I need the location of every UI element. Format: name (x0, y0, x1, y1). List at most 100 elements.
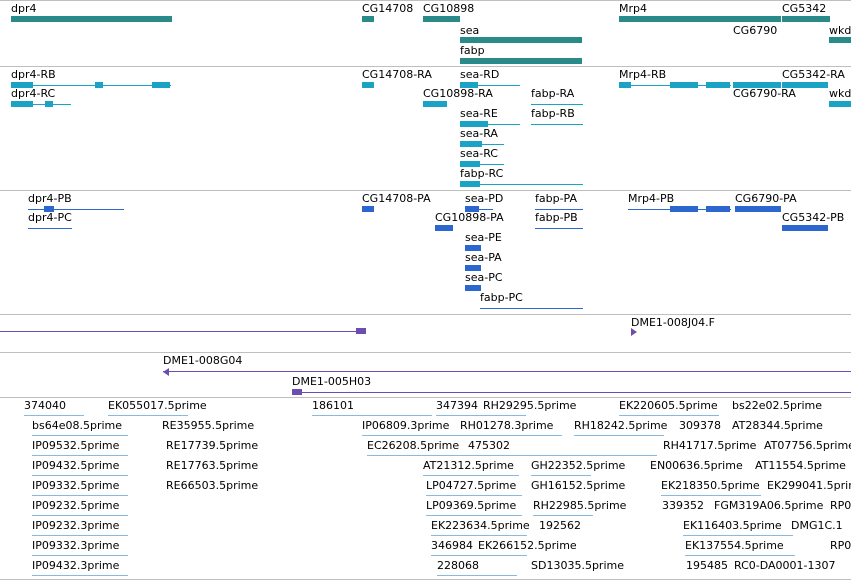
protein-label[interactable]: CG6790-PA (735, 192, 797, 205)
est-label[interactable]: IP09332.5prime (32, 479, 120, 492)
protein-label[interactable]: fabp-PC (480, 291, 523, 304)
exon[interactable] (362, 82, 374, 88)
est-label[interactable]: IP09532.5prime (32, 439, 120, 452)
protein-line[interactable] (465, 209, 493, 210)
est-label[interactable]: 186101 (312, 399, 354, 412)
protein-line[interactable] (480, 308, 583, 309)
transcript-line[interactable] (11, 104, 71, 105)
est-label[interactable]: bs64e08.5prime (32, 419, 123, 432)
est-label[interactable]: 228068 (437, 559, 479, 572)
gene-glyph[interactable] (782, 16, 830, 22)
est-glyph[interactable] (661, 495, 761, 496)
est-label[interactable]: 347394 (436, 399, 478, 412)
est-label[interactable]: RE17763.5prime (166, 459, 259, 472)
est-glyph[interactable] (436, 415, 526, 416)
clone-label[interactable]: DME1-008G04 (163, 354, 243, 367)
transcript-label[interactable]: fabp-RA (531, 87, 575, 100)
transcript-line[interactable] (460, 184, 583, 185)
exon[interactable] (735, 206, 781, 212)
protein-label[interactable]: sea-PC (465, 271, 503, 284)
protein-label[interactable]: CG5342-PB (782, 211, 845, 224)
est-label[interactable]: RH01278.3prime (460, 419, 554, 432)
transcript-line[interactable] (460, 124, 520, 125)
transcript-line[interactable] (531, 104, 583, 105)
est-glyph[interactable] (426, 515, 522, 516)
est-label[interactable]: EC26208.5prime (367, 439, 460, 452)
transcript-line[interactable] (460, 144, 504, 145)
protein-label[interactable]: sea-PE (465, 231, 502, 244)
transcript-label[interactable]: sea-RE (460, 107, 498, 120)
est-glyph[interactable] (32, 535, 128, 536)
gene-glyph[interactable] (460, 58, 582, 64)
est-glyph[interactable] (683, 535, 793, 536)
est-glyph[interactable] (437, 575, 517, 576)
transcript-label[interactable]: CG5342-RA (782, 68, 845, 81)
est-glyph[interactable] (367, 455, 657, 456)
est-glyph[interactable] (32, 495, 128, 496)
gene-label[interactable]: Mrp4 (619, 2, 647, 15)
gene-label[interactable]: dpr4 (11, 2, 37, 15)
est-glyph[interactable] (312, 415, 432, 416)
est-label[interactable]: EK055017.5prime (108, 399, 207, 412)
est-label[interactable]: IP09332.3prime (32, 539, 120, 552)
transcript-label[interactable]: fabp-RB (531, 107, 575, 120)
exon[interactable] (782, 82, 828, 88)
protein-line[interactable] (535, 228, 583, 229)
gene-label[interactable]: CG14708 (362, 2, 414, 15)
transcript-label[interactable]: sea-RC (460, 147, 498, 160)
protein-label[interactable]: Mrp4-PB (628, 192, 675, 205)
protein-line[interactable] (535, 209, 583, 210)
transcript-label[interactable]: Mrp4-RB (619, 68, 667, 81)
est-label[interactable]: 309378 (679, 419, 721, 432)
exon[interactable] (435, 225, 453, 231)
transcript-label[interactable]: fabp-RC (460, 167, 504, 180)
est-label[interactable]: RH29295.5prime (483, 399, 577, 412)
protein-line[interactable] (28, 209, 124, 210)
transcript-line[interactable] (11, 85, 171, 86)
gene-glyph[interactable] (733, 16, 781, 22)
exon[interactable] (733, 82, 781, 88)
est-label[interactable]: 192562 (539, 519, 581, 532)
est-label[interactable]: EK116403.5prime (683, 519, 782, 532)
est-label[interactable]: AT11554.5prime (755, 459, 846, 472)
est-glyph[interactable] (574, 435, 664, 436)
est-label[interactable]: RP0 (830, 499, 851, 512)
gene-glyph[interactable] (362, 16, 374, 22)
transcript-label[interactable]: CG14708-RA (362, 68, 432, 81)
est-label[interactable]: EK223634.5prime (431, 519, 530, 532)
est-glyph[interactable] (531, 475, 591, 476)
gene-glyph[interactable] (11, 16, 172, 22)
protein-label[interactable]: CG14708-PA (362, 192, 431, 205)
est-glyph[interactable] (32, 575, 128, 576)
est-label[interactable]: 339352 (662, 499, 704, 512)
protein-label[interactable]: CG10898-PA (435, 211, 504, 224)
est-glyph[interactable] (685, 555, 795, 556)
est-label[interactable]: RC0-DA0001-1307 (734, 559, 836, 572)
est-label[interactable]: EK218350.5prime (661, 479, 760, 492)
est-label[interactable]: EN00636.5prime (650, 459, 743, 472)
clone-label[interactable]: DME1-008J04.F (631, 316, 715, 329)
est-label[interactable]: FGM319A06.5prime (714, 499, 824, 512)
clone-line[interactable] (0, 331, 362, 332)
clone-label[interactable]: DME1-005H03 (292, 375, 372, 388)
exon[interactable] (465, 285, 481, 291)
protein-line[interactable] (28, 228, 72, 229)
est-label[interactable]: EK220605.5prime (619, 399, 718, 412)
est-glyph[interactable] (533, 515, 593, 516)
est-label[interactable]: EK266152.5prime (478, 539, 577, 552)
est-label[interactable]: SD13035.5prime (531, 559, 624, 572)
est-glyph[interactable] (32, 435, 128, 436)
est-label[interactable]: RE35955.5prime (162, 419, 255, 432)
est-label[interactable]: LP04727.5prime (426, 479, 517, 492)
transcript-label[interactable]: wkd (829, 87, 851, 100)
gene-label[interactable]: CG10898 (423, 2, 475, 15)
clone-line[interactable] (163, 371, 851, 372)
est-label[interactable]: IP09432.5prime (32, 459, 120, 472)
est-label[interactable]: EK299041.5prime (767, 479, 851, 492)
est-glyph[interactable] (362, 435, 562, 436)
est-label[interactable]: AT28344.5prime (732, 419, 823, 432)
gene-label[interactable]: CG5342 (782, 2, 827, 15)
est-label[interactable]: 475302 (468, 439, 510, 452)
est-label[interactable]: RH22985.5prime (533, 499, 627, 512)
transcript-label[interactable]: sea-RA (460, 127, 498, 140)
